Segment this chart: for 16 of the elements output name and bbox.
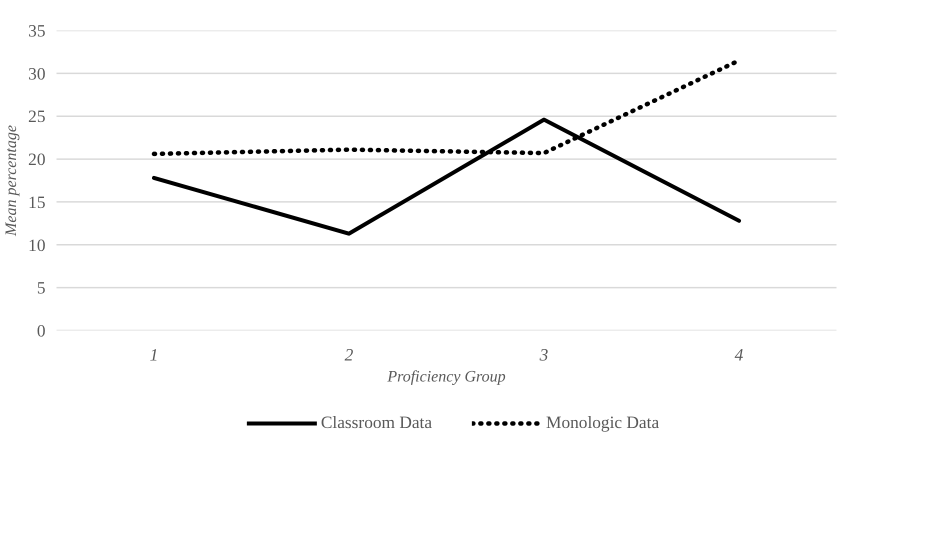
x-tick-label: 1	[150, 346, 158, 364]
y-tick-label: 5	[36, 278, 46, 298]
y-tick-label: 30	[28, 64, 46, 84]
y-tick-label: 0	[36, 322, 46, 340]
y-axis-title: Mean percentage	[3, 125, 20, 237]
y-tick-label: 25	[28, 107, 46, 126]
y-tick-label: 35	[28, 22, 46, 40]
legend-label: Monologic Data	[546, 413, 660, 433]
x-tick-label: 2	[344, 346, 354, 364]
y-tick-label: 15	[28, 192, 46, 212]
x-axis-title: Proficiency Group	[386, 368, 506, 386]
x-tick-label: 3	[538, 346, 549, 364]
legend-label: Classroom Data	[320, 413, 432, 433]
x-tick-label: 4	[734, 346, 744, 364]
y-tick-label: 20	[28, 150, 46, 170]
y-tick-label: 10	[28, 236, 46, 255]
